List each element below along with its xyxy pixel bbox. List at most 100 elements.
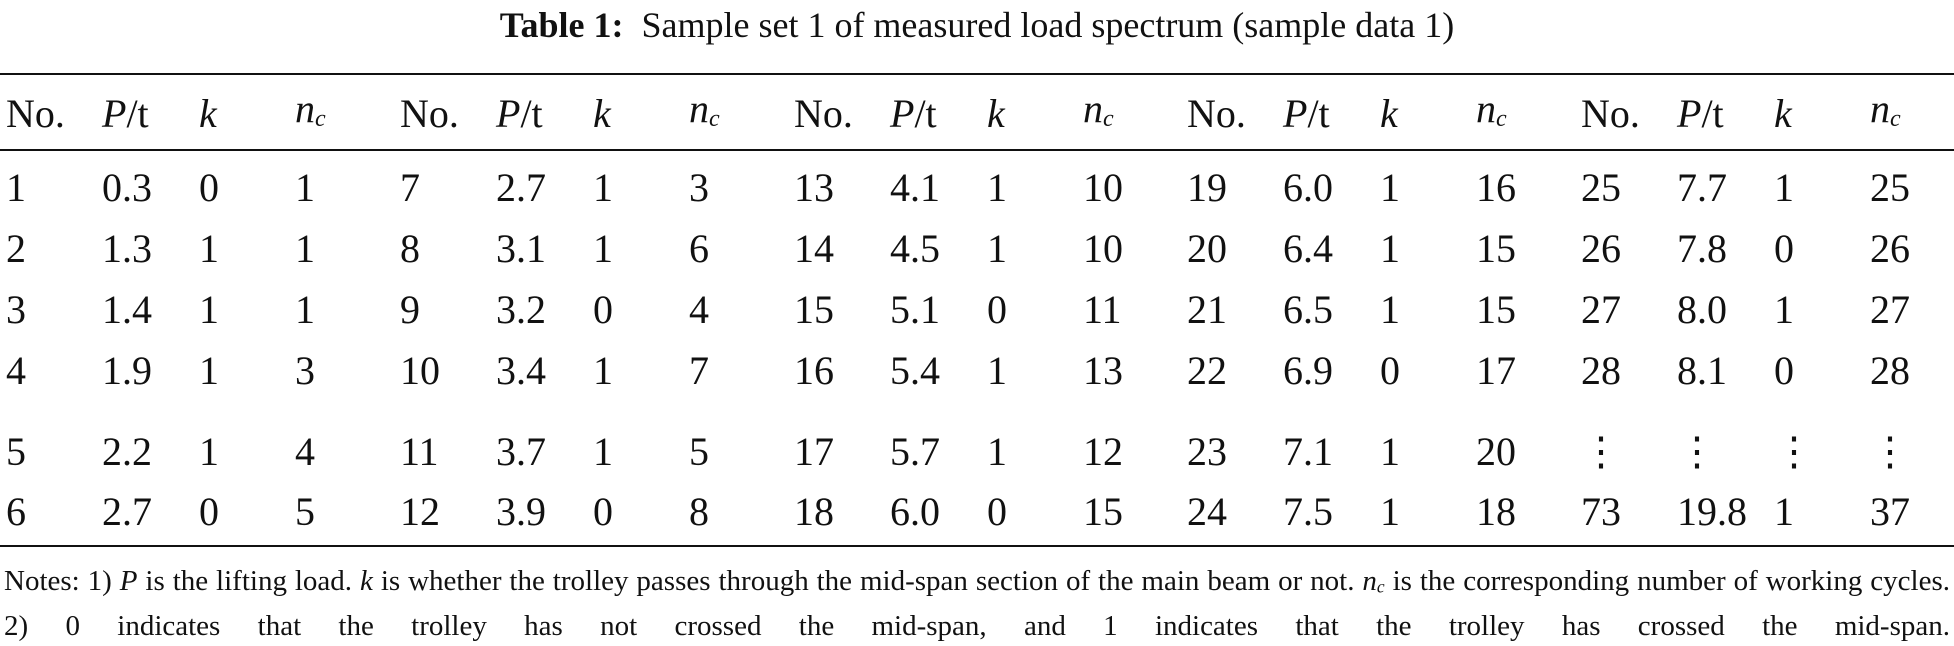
column-header: k — [593, 90, 611, 138]
table-cell: 10 — [1083, 226, 1123, 271]
table-cell: 1 — [1774, 489, 1794, 534]
table-cell: 15 — [1083, 489, 1123, 534]
text: /t — [520, 91, 543, 136]
table-cell: 2 — [6, 226, 26, 271]
table-cell: 1 — [1774, 287, 1794, 332]
text: /t — [1307, 91, 1330, 136]
table-cell: 8.0 — [1677, 287, 1727, 332]
text: /t — [914, 91, 937, 136]
table-cell: 3.2 — [496, 287, 546, 332]
table-cell: 18 — [794, 489, 834, 534]
table-cell: 6.5 — [1283, 287, 1333, 332]
table-cell: 4 — [689, 287, 709, 332]
table-cell: 16 — [1476, 165, 1516, 210]
table-cell: 3 — [6, 287, 26, 332]
column-header: nc — [1476, 85, 1507, 143]
text: /t — [126, 91, 149, 136]
column-header: nc — [295, 85, 326, 143]
text: No. — [6, 91, 65, 136]
italic-text: k — [593, 91, 611, 136]
column-header: No. — [6, 90, 65, 138]
table-title: Table 1: Sample set 1 of measured load s… — [0, 4, 1954, 46]
table-cell: 0 — [593, 287, 613, 332]
text: is the corresponding number of working c… — [4, 565, 1951, 642]
title-text: Sample set 1 of measured load spectrum (… — [641, 5, 1455, 45]
table-cell: 28 — [1870, 348, 1910, 393]
table-cell: 1 — [295, 287, 315, 332]
text: /t — [1701, 91, 1724, 136]
table-cell: 21 — [1187, 287, 1227, 332]
table-cell: 1 — [593, 348, 613, 393]
table-cell: 1 — [1380, 165, 1400, 210]
column-header: nc — [1870, 85, 1901, 143]
table-cell: 6.4 — [1283, 226, 1333, 271]
column-header: No. — [794, 90, 853, 138]
table-cell: 12 — [400, 489, 440, 534]
table-cell: 11 — [1083, 287, 1122, 332]
table-cell: 0 — [987, 489, 1007, 534]
table-cell: 11 — [400, 429, 439, 474]
italic-text: n — [1476, 86, 1496, 132]
column-header: k — [987, 90, 1005, 138]
table-cell: 1 — [593, 165, 613, 210]
table-cell: 1.3 — [102, 226, 152, 271]
italic-text: P — [1677, 91, 1702, 136]
italic-text: P — [1283, 91, 1308, 136]
table-cell: 17 — [794, 429, 834, 474]
table-cell: 25 — [1581, 165, 1621, 210]
text: Notes: 1) — [4, 565, 120, 597]
table-cell: 0 — [1380, 348, 1400, 393]
column-header: k — [1380, 90, 1398, 138]
text: No. — [1581, 91, 1640, 136]
italic-text: k — [199, 91, 217, 136]
table-cell: 1 — [295, 165, 315, 210]
subscript: c — [1376, 576, 1385, 597]
table-cell: 2.2 — [102, 429, 152, 474]
column-header: P/t — [102, 90, 149, 138]
table-cell: 8 — [689, 489, 709, 534]
table-cell: 7.1 — [1283, 429, 1333, 474]
table-cell: 5 — [6, 429, 26, 474]
table-cell: 15 — [794, 287, 834, 332]
italic-text: n — [295, 86, 315, 132]
table-cell: 1 — [1380, 489, 1400, 534]
italic-text: k — [1774, 91, 1792, 136]
table-cell: 7 — [689, 348, 709, 393]
column-header: P/t — [890, 90, 937, 138]
table-cell: 8 — [400, 226, 420, 271]
text: No. — [794, 91, 853, 136]
table-cell: 0 — [1774, 226, 1794, 271]
table-cell: 17 — [1476, 348, 1516, 393]
table-cell: 5.7 — [890, 429, 940, 474]
header-rule — [0, 149, 1954, 151]
table-cell: 15 — [1476, 226, 1516, 271]
italic-text: P — [496, 91, 521, 136]
table-cell: 1 — [295, 226, 315, 271]
table-cell: 4.1 — [890, 165, 940, 210]
table-cell: 4 — [6, 348, 26, 393]
table-cell: 6 — [6, 489, 26, 534]
table-cell: 0 — [1774, 348, 1794, 393]
text: No. — [1187, 91, 1246, 136]
subscript: c — [1103, 105, 1114, 132]
table-cell: 1 — [593, 226, 613, 271]
table-cell: 73 — [1581, 489, 1621, 534]
italic-text: n — [1870, 86, 1890, 132]
table-cell: 0 — [199, 165, 219, 210]
table-cell: 1 — [987, 165, 1007, 210]
table-cell: ⋮ — [1870, 429, 1910, 474]
table-cell: 4.5 — [890, 226, 940, 271]
table-cell: 18 — [1476, 489, 1516, 534]
table-cell: 27 — [1870, 287, 1910, 332]
table-cell: 2.7 — [102, 489, 152, 534]
notes: Notes: 1) P is the lifting load. k is wh… — [4, 562, 1950, 646]
table-cell: 20 — [1187, 226, 1227, 271]
table-cell: 5.1 — [890, 287, 940, 332]
table-cell: 3.1 — [496, 226, 546, 271]
column-header: P/t — [496, 90, 543, 138]
italic-text: P — [890, 91, 915, 136]
text: is the lifting load. — [137, 565, 360, 597]
subscript: c — [1890, 105, 1901, 132]
table-cell: 1.4 — [102, 287, 152, 332]
